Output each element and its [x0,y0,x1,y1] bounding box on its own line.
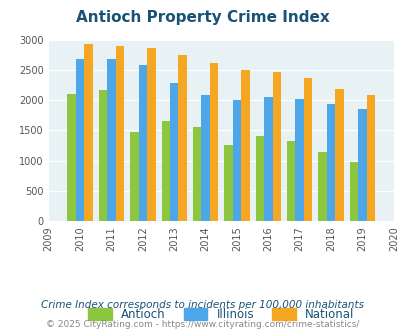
Bar [161,121,170,221]
Bar [295,100,303,221]
Text: Crime Index corresponds to incidents per 100,000 inhabitants: Crime Index corresponds to incidents per… [41,300,364,310]
Bar [147,48,155,221]
Bar [335,89,343,221]
Bar [286,141,295,221]
Bar [241,70,249,221]
Bar [224,146,232,221]
Bar [318,151,326,221]
Bar [255,136,263,221]
Bar [209,63,218,221]
Bar [107,59,115,221]
Bar [201,95,209,221]
Bar [115,46,124,221]
Bar [272,72,280,221]
Bar [130,132,138,221]
Bar [76,59,84,221]
Bar [232,100,241,221]
Bar [138,65,147,221]
Legend: Antioch, Illinois, National: Antioch, Illinois, National [83,303,358,326]
Bar [366,95,374,221]
Text: © 2025 CityRating.com - https://www.cityrating.com/crime-statistics/: © 2025 CityRating.com - https://www.city… [46,320,359,329]
Bar [67,94,76,221]
Bar [263,97,272,221]
Bar [178,55,186,221]
Bar [303,78,311,221]
Bar [84,45,93,221]
Bar [326,104,335,221]
Text: Antioch Property Crime Index: Antioch Property Crime Index [76,10,329,25]
Bar [170,83,178,221]
Bar [357,109,366,221]
Bar [98,89,107,221]
Bar [349,162,357,221]
Bar [192,127,201,221]
